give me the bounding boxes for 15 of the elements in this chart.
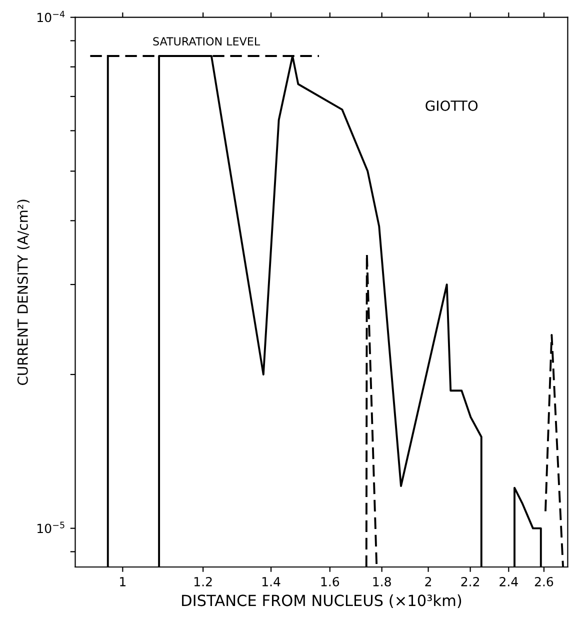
x-tick-label: 2.6 <box>534 576 554 586</box>
x-axis-title: DISTANCE FROM NUCLEUS (×10³km) <box>182 594 462 608</box>
annotation: SATURATION LEVEL <box>153 37 260 46</box>
x-tick-label: 1.8 <box>373 576 391 586</box>
y-tick-label: 10$^{−4}$ <box>38 10 65 22</box>
y-tick-label: 10$^{−5}$ <box>38 522 64 534</box>
x-tick-label: 1.2 <box>194 576 212 586</box>
y-axis-title: CURRENT DENSITY (A/cm²) <box>17 200 30 385</box>
x-tick-label: 2 <box>425 576 432 586</box>
x-tick-label: 1 <box>120 577 126 586</box>
x-tick-label: 1.4 <box>262 577 280 586</box>
x-tick-label: 2.4 <box>500 576 518 586</box>
annotation: GIOTTO <box>426 100 478 111</box>
x-tick-label: 2.2 <box>461 576 479 586</box>
x-tick-label: 1.6 <box>321 576 340 586</box>
